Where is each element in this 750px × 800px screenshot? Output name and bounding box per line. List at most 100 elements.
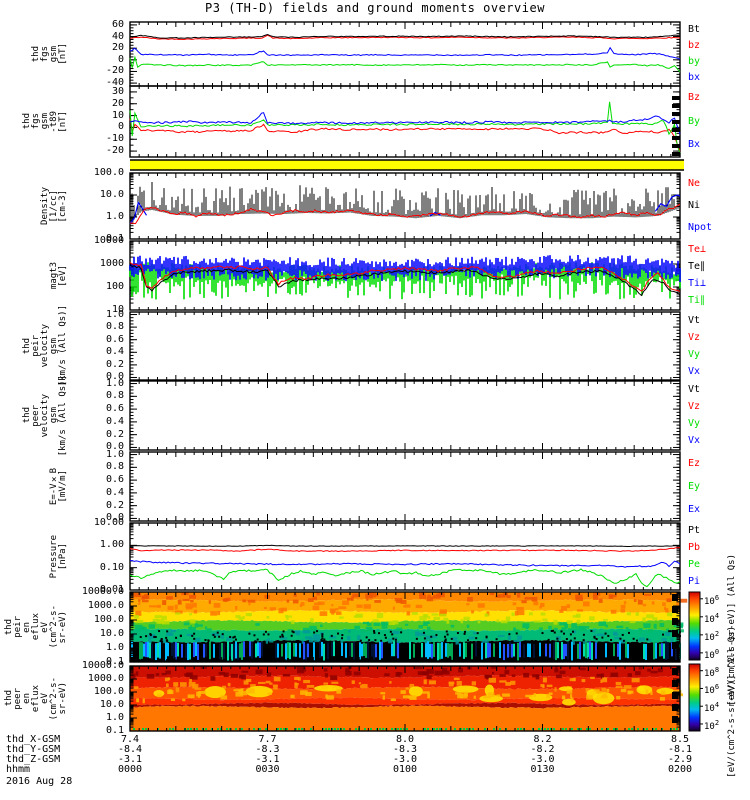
panel-peir-en-eflux-ylabel: thd peir en eflux eV (cm^2-s-sr-eV) <box>4 605 68 649</box>
bottom-axis-value: 8.5 <box>670 734 690 745</box>
bottom-axis-value: -8.2 <box>530 744 555 755</box>
fgs-data-gap-marks <box>672 144 680 148</box>
panel-fgs-gsm-ytick-label: 60 <box>111 18 124 30</box>
series-By <box>129 101 681 154</box>
panel-e-vxb-ytick-label: 0.0 <box>105 512 124 524</box>
bottom-axis-value: -8.4 <box>117 744 143 755</box>
fgs-data-gap-marks <box>672 104 680 108</box>
series-Te∥ <box>129 264 681 297</box>
panel-e-vxb-trace-label-Ex: Ex <box>688 503 701 515</box>
colorbar-1-tick-label: 106 <box>704 683 720 697</box>
series-Bt <box>129 33 681 39</box>
bottom-axis-value: 0130 <box>530 764 555 775</box>
bottom-axis-value: -3.1 <box>255 754 280 765</box>
panel-peir-velocity-ytick-label: 0.4 <box>105 346 124 358</box>
panel-peir-en-eflux-frame <box>129 591 681 663</box>
panel-peer-velocity-trace-label-Vx: Vx <box>688 435 701 447</box>
fgs-data-gap-marks <box>672 96 680 100</box>
panel-peir-en-eflux-ytick-label: 10.0 <box>99 628 124 639</box>
panel-e-vxb-ytick-label: 0.2 <box>105 499 124 511</box>
series-bz <box>129 34 681 41</box>
panel-density-ytick-label: 100.0 <box>93 167 124 178</box>
panel-peer-en-eflux-ytick-label: 0.1 <box>105 725 124 736</box>
bottom-axis-value: 0200 <box>667 764 693 775</box>
panel-peer-velocity-trace-label-Vz: Vz <box>688 400 701 412</box>
panel-magt3-ylabel: magt3 [eV] <box>49 261 68 290</box>
panel-pressure-frame <box>129 522 681 591</box>
panel-pressure-ytick-label: 0.10 <box>99 561 124 573</box>
series-Pe <box>129 568 681 588</box>
panel-e-vxb-ylabel: E=-V×B [mV/m] <box>49 467 68 506</box>
panel-peer-velocity-ytick-label: 0.0 <box>105 441 124 453</box>
colorbar-0-tick-label: 102 <box>704 629 720 643</box>
date-label: 2016 Aug 28 <box>6 776 73 787</box>
panel-density-ylabel: Density [1/cc] [cm-3] <box>40 187 68 225</box>
panel-magt3-trace-label-Te∥: Te∥ <box>688 260 706 272</box>
panel-fgs-gsm-t89-ytick-label: 30 <box>111 85 124 97</box>
panel-e-vxb-ytick-label: 0.8 <box>105 461 124 473</box>
panel-density-trace-label-Ne: Ne <box>688 178 701 189</box>
panel-fgs-gsm-ylabel: thd fgs gsm [nT] <box>31 43 68 65</box>
series-bx <box>129 46 681 60</box>
bottom-axis-row-label: thd_X-GSM <box>6 734 61 745</box>
panel-fgs-gsm-trace-label-bz: bz <box>688 40 701 51</box>
fgs-data-gap-marks <box>672 112 680 116</box>
bottom-axis-value: 7.7 <box>258 734 277 745</box>
panel-fgs-gsm-t89-trace-label-By: By <box>688 115 701 127</box>
panel-fgs-gsm-trace-label-bx: bx <box>688 72 701 83</box>
panel-peir-en-eflux-ytick-label: 0.1 <box>105 656 124 667</box>
panel-pressure-ylabel: Pressure [nPa] <box>49 534 68 579</box>
colorbar-1 <box>688 663 701 732</box>
highlight-bar <box>130 160 684 170</box>
colorbar-1-axis-label: [eV/(cm^2-s-sr-eV)] (All Qs) <box>727 626 737 778</box>
panel-magt3-ytick-label: 100 <box>105 281 124 292</box>
bottom-axis-value: -3.1 <box>117 754 143 765</box>
panel-peir-velocity-trace-label-Vt: Vt <box>688 314 701 326</box>
panel-peer-velocity-trace-label-Vt: Vt <box>688 383 701 395</box>
panel-density-ytick-label: 1.0 <box>105 211 124 222</box>
panel-fgs-gsm-t89-ylabel: thd fgs gsm -t89 [nT] <box>22 110 68 133</box>
panel-e-vxb-trace-label-Ey: Ey <box>688 480 701 492</box>
series-Te⊥ <box>129 262 681 292</box>
panel-peer-velocity-frame <box>129 380 681 451</box>
panel-e-vxb-frame <box>129 451 681 522</box>
panel-magt3-ytick-label: 1000 <box>99 258 124 269</box>
panel-peir-velocity-ylabel: thd peir velocity gsm [km/s (All Qs)] <box>22 305 68 387</box>
panel-fgs-gsm-t89-ytick-label: 10 <box>111 109 124 121</box>
panel-peir-velocity-trace-label-Vz: Vz <box>688 331 701 343</box>
panel-pressure-trace-label-Pb: Pb <box>688 542 701 554</box>
panel-peir-en-eflux-ytick-label: 100.0 <box>93 614 124 625</box>
panel-density-trace-label-Npot: Npot <box>688 222 713 233</box>
panel-e-vxb-ytick-label: 0.4 <box>105 486 124 498</box>
panel-peir-velocity-ytick-label: 0.0 <box>105 371 124 383</box>
panel-fgs-gsm-trace-label-Bt: Bt <box>688 24 701 35</box>
bottom-axis-value: 0000 <box>117 764 143 775</box>
panel-peer-velocity-trace-label-Vy: Vy <box>688 418 701 430</box>
panel-peer-velocity-ytick-label: 0.8 <box>105 390 124 402</box>
series-Npot <box>429 211 441 217</box>
panel-fgs-gsm-ytick-label: -40 <box>105 77 124 89</box>
fgs-data-gap-marks <box>672 128 680 132</box>
panel-peir-velocity-ytick-label: 1.0 <box>105 308 124 320</box>
panel-pressure-trace-label-Pi: Pi <box>688 575 701 587</box>
panel-magt3-trace-label-Ti∥: Ti∥ <box>688 295 706 307</box>
page-title: P3 (TH-D) fields and ground moments over… <box>205 1 545 15</box>
bottom-axis-value: -8.3 <box>392 744 418 755</box>
fgs-data-gap-marks <box>672 136 680 140</box>
bottom-axis-value: 0030 <box>255 764 280 775</box>
panel-fgs-gsm-t89-trace-label-Bz: Bz <box>688 91 701 103</box>
panel-peir-velocity-ytick-label: 0.6 <box>105 333 124 345</box>
colorbar-1-tick-label: 108 <box>704 665 720 679</box>
panel-peer-en-eflux-ytick-label: 10000.0 <box>81 660 124 671</box>
panel-fgs-gsm-t89-trace-label-Bx: Bx <box>688 139 701 151</box>
panel-magt3-trace-label-Te⊥: Te⊥ <box>688 243 707 255</box>
fgs-data-gap-marks <box>672 152 680 156</box>
panel-peer-velocity-ytick-label: 0.6 <box>105 403 124 415</box>
bottom-axis-value: 0100 <box>392 764 418 775</box>
panel-pressure-trace-label-Pt: Pt <box>688 525 701 537</box>
panel-peer-en-eflux-ylabel: thd peer en eflux eV (cm^2-s-sr-eV) <box>4 676 68 721</box>
panel-fgs-gsm-t89-ytick-label: 0 <box>117 121 124 133</box>
panel-peir-velocity-trace-label-Vy: Vy <box>688 348 701 360</box>
